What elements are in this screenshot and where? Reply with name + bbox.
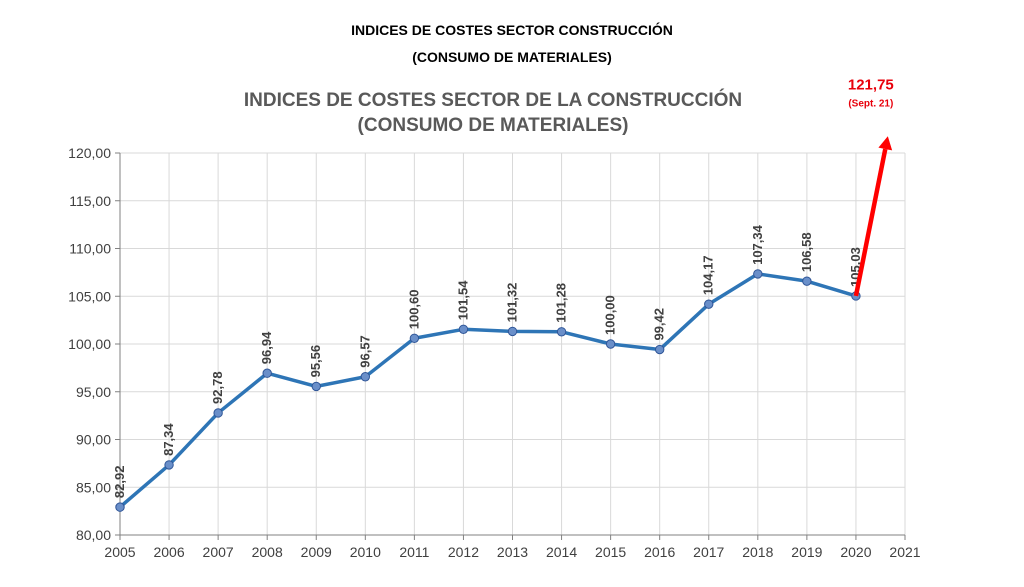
x-tick-label: 2007 [203,544,234,560]
data-point [458,324,469,334]
data-point [802,276,812,286]
x-tick-label: 2016 [644,544,675,560]
x-tick-label: 2009 [301,544,332,560]
data-label: 104,17 [701,255,716,295]
data-point [507,326,518,337]
data-label: 99,42 [652,308,667,341]
document-subtitle: (CONSUMO DE MATERIALES) [412,49,612,65]
forecast-arrow-head [878,136,893,151]
x-tick-label: 2020 [840,544,871,560]
data-label: 96,57 [357,335,372,368]
y-tick-label: 85,00 [76,479,111,495]
x-tick-label: 2010 [350,544,381,560]
data-point [115,502,125,512]
data-label: 107,34 [750,224,765,265]
data-label: 106,58 [799,232,814,272]
y-axis-ticks: 80,00 85,00 90,00 95,00 100,00 105,00 110,00 11… [68,145,111,543]
series-index [115,269,861,512]
data-label: 92,78 [210,371,225,404]
data-point [360,372,371,382]
grid [120,152,906,535]
y-tick-label: 80,00 [76,527,111,543]
data-point [753,269,763,279]
x-axis-ticks: 2005 2006 2007 2008 2009 2010 2011 2012 2013 2014… [104,544,920,560]
data-point [556,327,567,337]
data-point [213,408,223,418]
series-line [118,272,858,509]
forecast-value-label: 121,75 [848,76,894,93]
y-tick-label: 100,00 [68,336,111,352]
y-tick-label: 105,00 [68,288,111,304]
data-point [262,368,272,378]
data-point [409,333,420,343]
data-label: 100,60 [406,290,421,330]
y-tick-label: 95,00 [76,384,111,400]
data-point [605,339,616,349]
y-tick-label: 120,00 [68,145,111,161]
x-tick-label: 2017 [693,544,724,560]
data-point [311,381,321,392]
data-point [164,460,174,470]
x-tick-label: 2019 [791,544,822,560]
x-tick-label: 2005 [104,544,135,560]
data-label: 101,32 [505,283,520,323]
data-label: 82,92 [112,466,127,499]
data-label: 100,00 [603,295,618,335]
data-label: 96,94 [259,331,274,364]
x-tick-label: 2008 [252,544,283,560]
data-label: 95,56 [308,345,323,378]
x-tick-label: 2012 [448,544,479,560]
forecast-arrow-line [853,148,888,297]
y-tick-label: 115,00 [69,193,111,209]
data-label: 101,28 [554,283,569,323]
x-tick-label: 2006 [153,544,184,560]
data-point [654,344,665,355]
forecast-annotation: 121,75 (Sept. 21) [848,76,894,297]
y-tick-label: 110,00 [69,241,111,257]
x-tick-label: 2011 [399,544,429,560]
data-label: 87,34 [161,423,176,456]
x-tick-label: 2015 [595,544,626,560]
x-tick-label: 2014 [546,544,577,560]
x-tick-label: 2013 [497,544,528,560]
x-tick-label: 2021 [889,544,920,560]
data-labels: 82,92 87,34 92,78 96,94 95,56 96,57 100,60 101,… [112,224,863,498]
data-point [704,299,714,309]
chart-subtitle: (CONSUMO DE MATERIALES) [358,115,629,136]
document-title: INDICES DE COSTES SECTOR CONSTRUCCIÓN [351,22,673,38]
x-tick-label: 2018 [742,544,773,560]
data-label: 101,54 [455,280,470,321]
chart-title: INDICES DE COSTES SECTOR DE LA CONSTRUCC… [244,89,742,111]
forecast-date-label: (Sept. 21) [848,98,893,109]
y-tick-label: 90,00 [76,432,111,448]
axes [115,152,906,540]
